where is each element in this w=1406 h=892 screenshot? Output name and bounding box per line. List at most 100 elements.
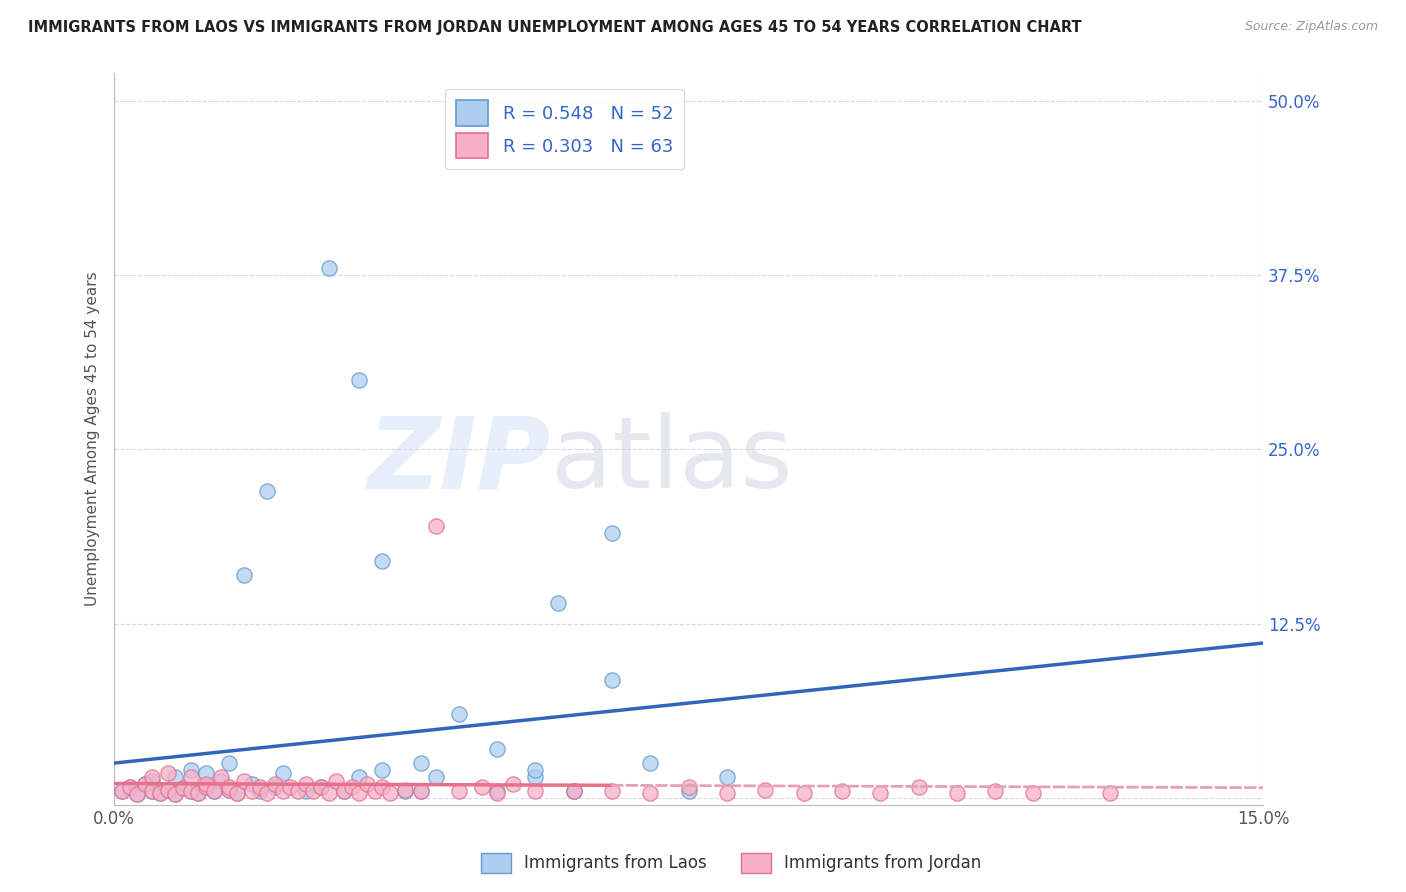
Point — [309, 780, 332, 794]
Point — [356, 777, 378, 791]
Point — [562, 784, 585, 798]
Point — [447, 707, 470, 722]
Point — [202, 784, 225, 798]
Point — [318, 261, 340, 276]
Point — [984, 784, 1007, 798]
Text: ZIP: ZIP — [368, 412, 551, 509]
Point — [524, 770, 547, 784]
Point — [600, 526, 623, 541]
Point — [218, 782, 240, 797]
Point — [172, 781, 194, 796]
Point — [524, 763, 547, 777]
Point — [225, 785, 247, 799]
Point — [754, 782, 776, 797]
Point — [678, 780, 700, 794]
Point — [141, 770, 163, 784]
Point — [349, 785, 371, 799]
Legend: Immigrants from Laos, Immigrants from Jordan: Immigrants from Laos, Immigrants from Jo… — [474, 847, 988, 880]
Y-axis label: Unemployment Among Ages 45 to 54 years: Unemployment Among Ages 45 to 54 years — [86, 272, 100, 607]
Point — [471, 780, 494, 794]
Point — [256, 785, 278, 799]
Point — [118, 780, 141, 794]
Point — [233, 568, 256, 582]
Point — [209, 770, 232, 784]
Point — [271, 766, 294, 780]
Point — [127, 787, 149, 801]
Point — [156, 782, 179, 797]
Point — [371, 554, 394, 568]
Point — [180, 770, 202, 784]
Point — [294, 777, 316, 791]
Point — [156, 766, 179, 780]
Point — [127, 787, 149, 801]
Point — [394, 782, 416, 797]
Point — [141, 774, 163, 789]
Point — [349, 770, 371, 784]
Point — [547, 596, 569, 610]
Point — [209, 774, 232, 789]
Point — [165, 787, 187, 801]
Point — [600, 673, 623, 687]
Point — [409, 784, 432, 798]
Point — [309, 780, 332, 794]
Point — [111, 784, 134, 798]
Point — [831, 784, 853, 798]
Point — [793, 785, 815, 799]
Point — [118, 780, 141, 794]
Point — [486, 784, 509, 798]
Point — [218, 756, 240, 771]
Point — [946, 785, 969, 799]
Point — [172, 781, 194, 796]
Point — [600, 784, 623, 798]
Point — [287, 784, 309, 798]
Point — [195, 780, 218, 794]
Point — [302, 784, 325, 798]
Point — [371, 780, 394, 794]
Point — [716, 785, 738, 799]
Point — [249, 784, 271, 798]
Point — [111, 784, 134, 798]
Point — [180, 784, 202, 798]
Point — [202, 784, 225, 798]
Point — [640, 756, 662, 771]
Point — [502, 777, 524, 791]
Point — [333, 784, 356, 798]
Point — [371, 763, 394, 777]
Point — [149, 785, 172, 799]
Point — [233, 774, 256, 789]
Point — [149, 785, 172, 799]
Point — [165, 787, 187, 801]
Point — [225, 785, 247, 799]
Point — [425, 770, 447, 784]
Point — [640, 785, 662, 799]
Point — [195, 777, 218, 791]
Point — [195, 766, 218, 780]
Point — [1098, 785, 1121, 799]
Point — [325, 774, 347, 789]
Point — [264, 780, 287, 794]
Point — [294, 784, 316, 798]
Point — [141, 784, 163, 798]
Point — [349, 373, 371, 387]
Text: atlas: atlas — [551, 412, 793, 509]
Point — [180, 784, 202, 798]
Point — [562, 784, 585, 798]
Point — [318, 785, 340, 799]
Point — [187, 785, 209, 799]
Point — [394, 784, 416, 798]
Point — [716, 770, 738, 784]
Point — [240, 784, 263, 798]
Point — [264, 777, 287, 791]
Point — [249, 780, 271, 794]
Point — [486, 785, 509, 799]
Legend: R = 0.548   N = 52, R = 0.303   N = 63: R = 0.548 N = 52, R = 0.303 N = 63 — [444, 89, 685, 169]
Point — [907, 780, 929, 794]
Text: Source: ZipAtlas.com: Source: ZipAtlas.com — [1244, 20, 1378, 33]
Point — [425, 519, 447, 533]
Point — [156, 782, 179, 797]
Point — [378, 785, 401, 799]
Point — [562, 784, 585, 798]
Point — [187, 785, 209, 799]
Point — [447, 784, 470, 798]
Point — [333, 784, 356, 798]
